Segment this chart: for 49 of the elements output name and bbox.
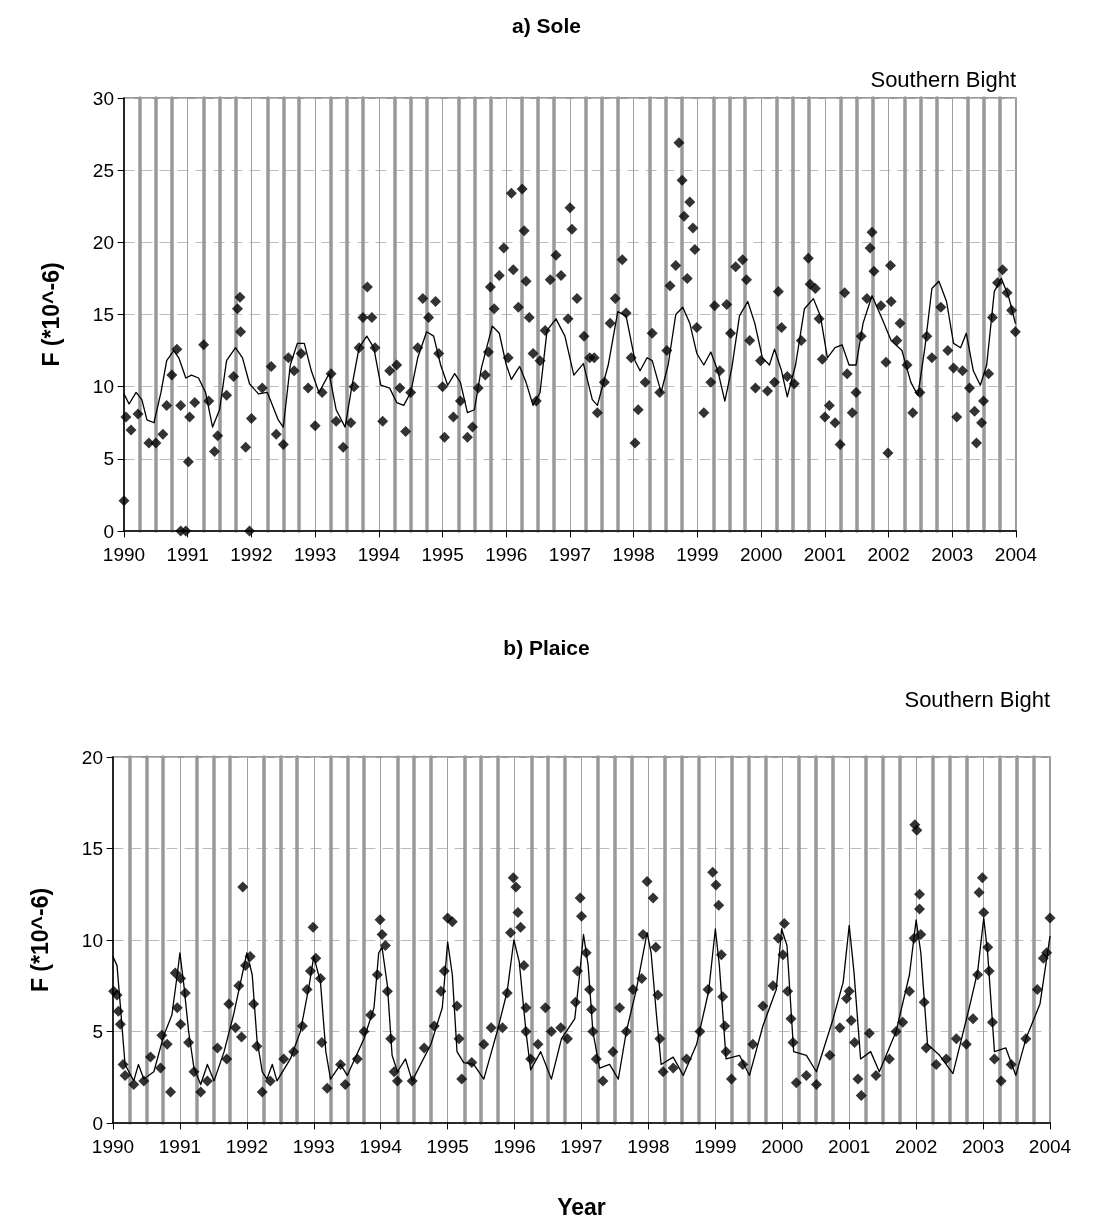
x-tick-label: 2002: [895, 1136, 938, 1157]
x-tick-label: 2004: [1028, 1136, 1072, 1157]
x-tick-label: 1996: [493, 1136, 536, 1157]
x-tick-label: 1992: [230, 544, 273, 565]
y-tick-label: 10: [92, 376, 114, 398]
x-tick-label: 2002: [867, 544, 910, 565]
x-tick-label: 2001: [828, 1136, 871, 1157]
y-tick-label: 10: [81, 929, 103, 951]
y-axis-title: F (*10^-6): [37, 262, 64, 367]
y-axis-title: F (*10^-6): [26, 887, 53, 993]
x-tick-label: 1992: [225, 1136, 268, 1157]
y-tick-label: 5: [92, 1021, 103, 1042]
text: Southern Bight: [870, 66, 1016, 92]
x-tick-label: 1990: [102, 544, 146, 565]
x-tick-label: 1990: [91, 1136, 135, 1157]
x-tick-label: 2003: [931, 544, 974, 565]
y-tick-label: 15: [81, 838, 103, 859]
x-tick-label: 2000: [740, 544, 783, 565]
text: Southern Bight: [904, 686, 1050, 712]
x-tick-label: 1993: [292, 1136, 335, 1157]
y-tick-label: 0: [103, 520, 114, 542]
x-tick-label: 1997: [560, 1136, 603, 1157]
x-tick-label: 1999: [694, 1136, 737, 1157]
y-tick-label: 20: [92, 231, 114, 253]
x-tick-label: 2001: [803, 544, 846, 565]
x-tick-label: 1994: [357, 544, 401, 565]
x-axis-title: Year: [557, 1193, 606, 1220]
x-tick-label: 1996: [485, 544, 528, 565]
x-tick-label: 1998: [612, 544, 655, 565]
x-tick-label: 2000: [761, 1136, 804, 1157]
y-tick-label: 0: [92, 1112, 103, 1134]
chart-title: a) Sole: [512, 14, 581, 37]
x-tick-label: 2004: [994, 544, 1038, 565]
chart-title: b) Plaice: [503, 636, 590, 659]
x-tick-label: 1994: [359, 1136, 403, 1157]
x-tick-label: 2003: [961, 1136, 1005, 1157]
y-tick-label: 15: [92, 304, 114, 325]
x-tick-label: 1991: [166, 544, 209, 565]
y-tick-label: 30: [92, 87, 114, 109]
x-tick-label: 1993: [294, 544, 337, 565]
x-tick-label: 1998: [627, 1136, 670, 1157]
x-tick-label: 1995: [426, 1136, 469, 1157]
y-tick-label: 20: [81, 746, 103, 768]
x-tick-label: 1995: [421, 544, 464, 565]
x-tick-label: 1999: [676, 544, 719, 565]
y-tick-label: 5: [103, 448, 114, 470]
x-tick-label: 1997: [548, 544, 592, 565]
x-tick-label: 1991: [158, 1136, 202, 1157]
y-tick-label: 25: [92, 159, 114, 181]
